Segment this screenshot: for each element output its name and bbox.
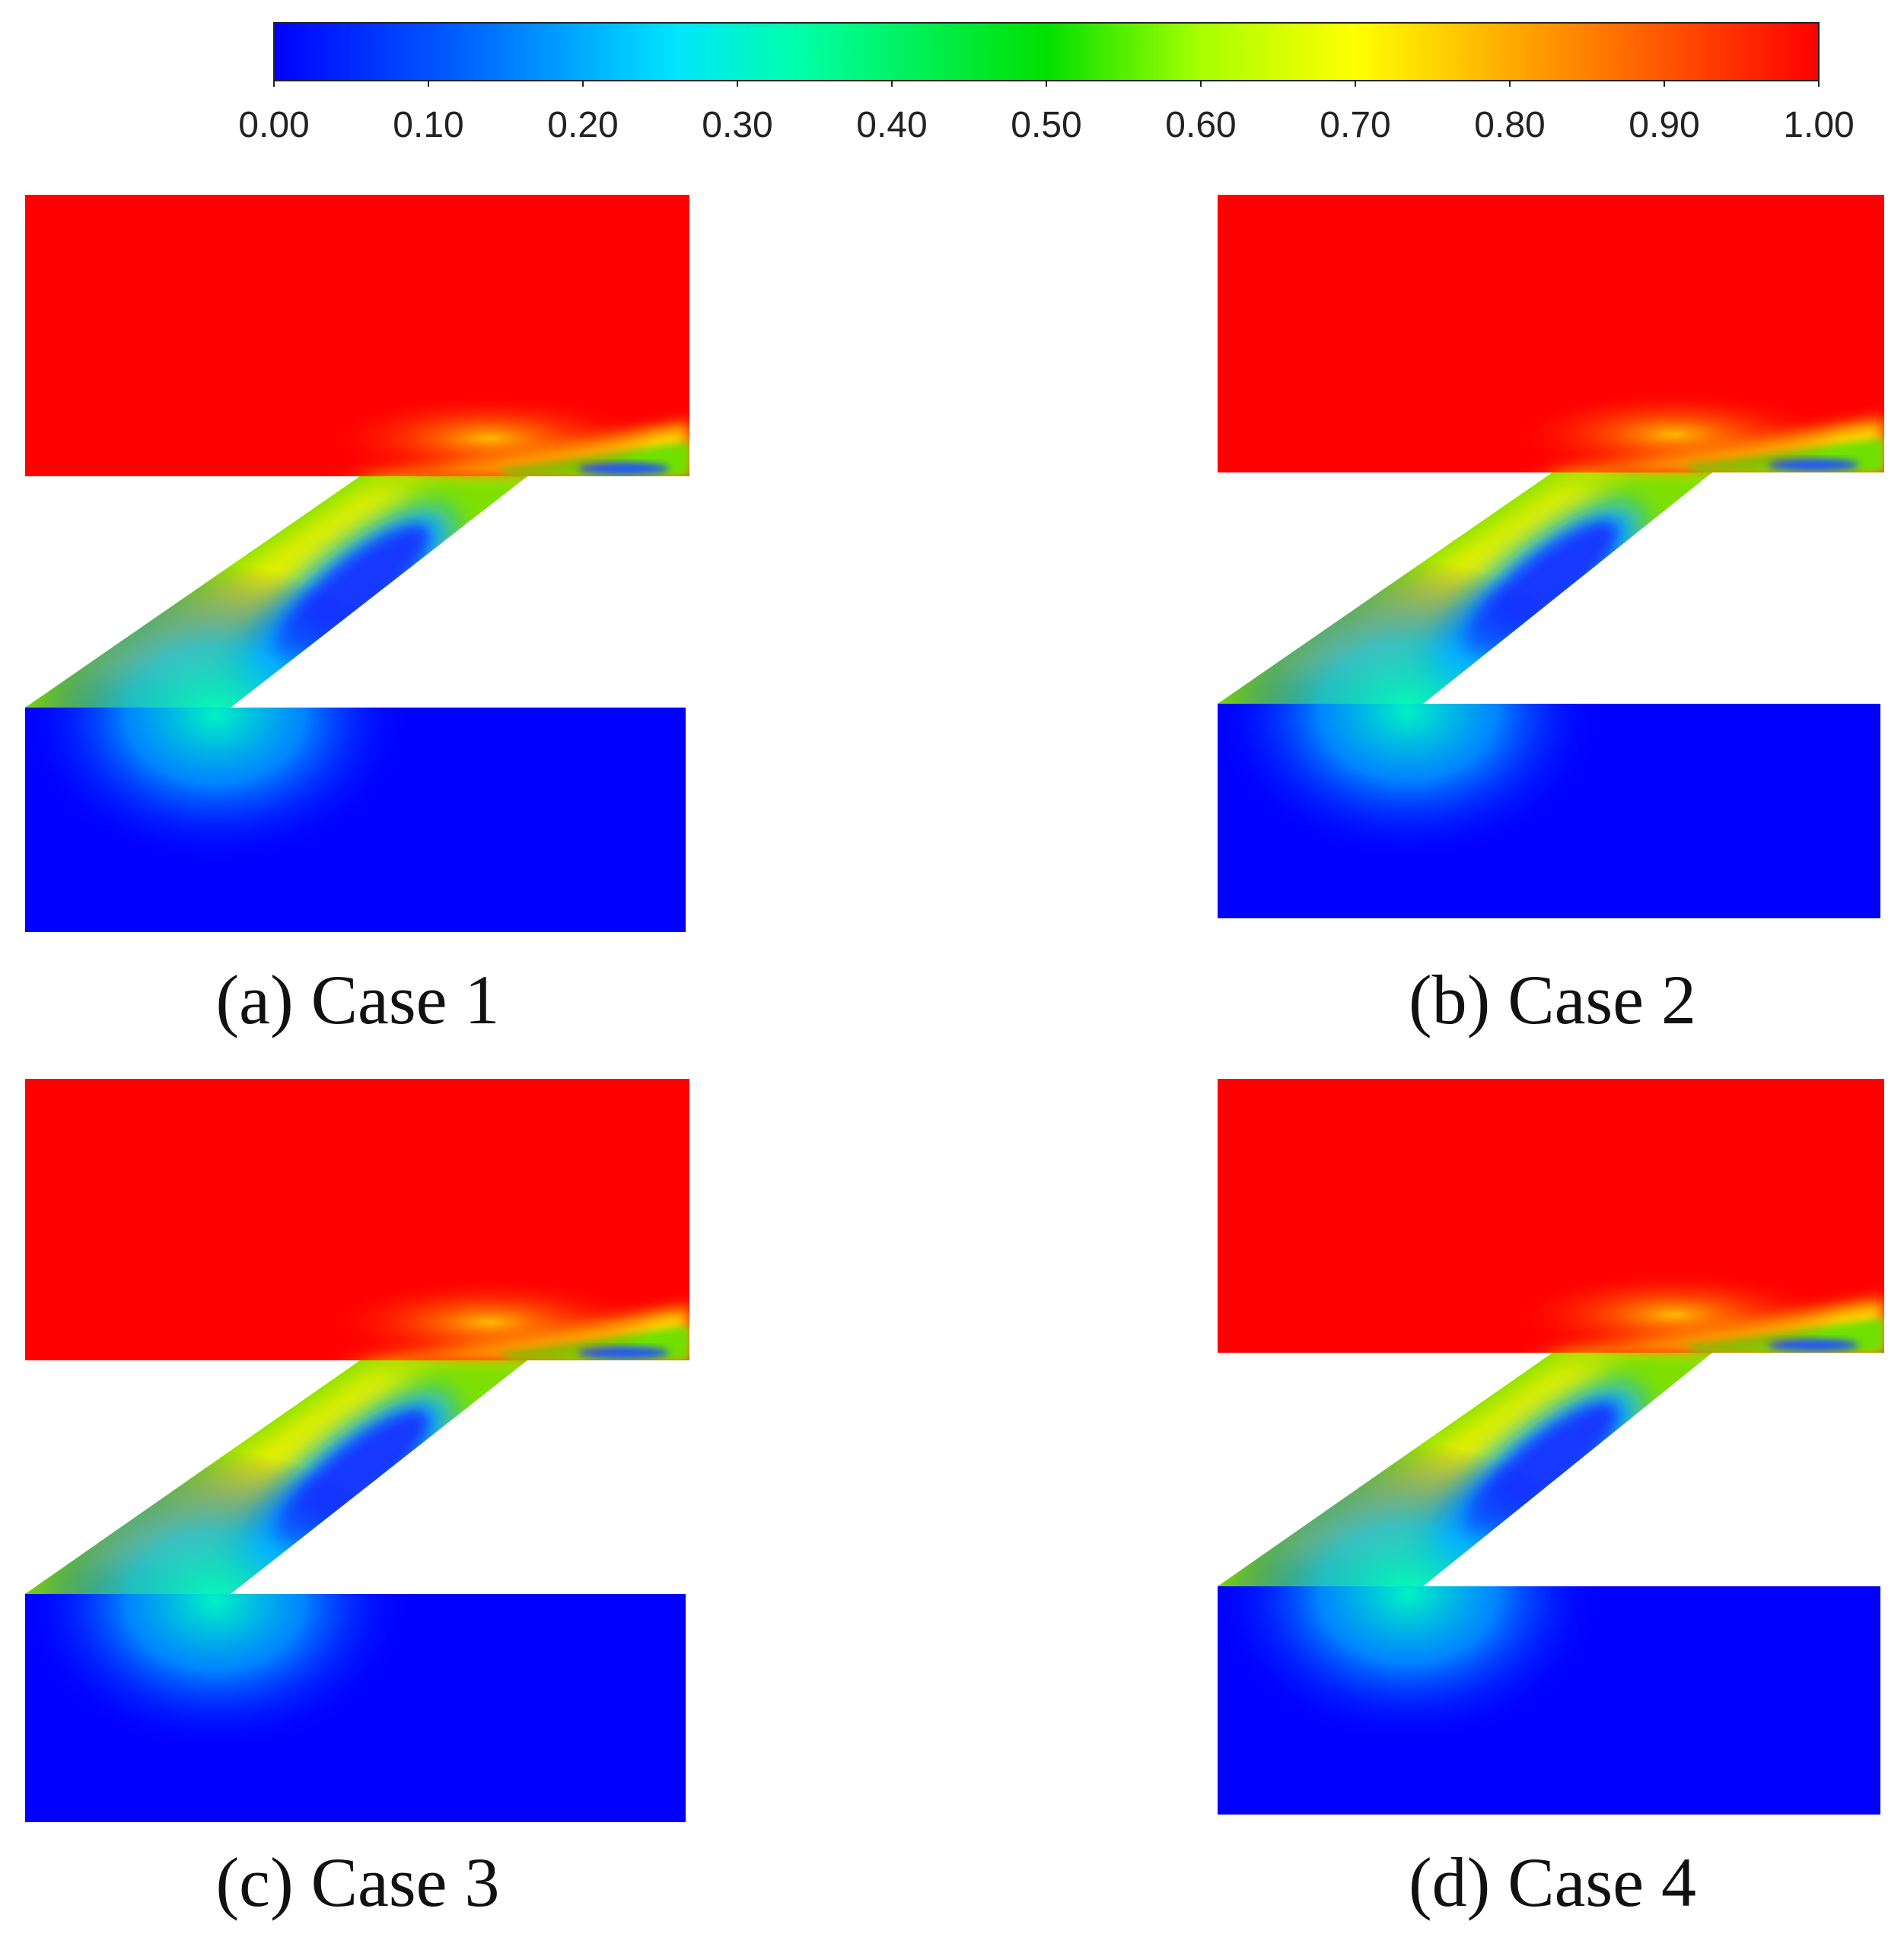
top-channel-fade: [1507, 1269, 1842, 1360]
colorbar-tick-labels: 0.00 0.10 0.20 0.30 0.40 0.50 0.60 0.70 0.80 0.90…: [238, 81, 1855, 145]
top-channel-fade: [322, 393, 657, 484]
top-channel-fade: [322, 1277, 657, 1368]
colorbar: 0.00 0.10 0.20 0.30 0.40 0.50 0.60 0.70 0.80 0.90…: [238, 22, 1855, 145]
panel-caption-c: (c) Case 3: [216, 1843, 500, 1921]
colorbar-tick-label: 0.50: [1011, 105, 1081, 145]
colorbar-tick-label: 0.70: [1320, 105, 1390, 145]
panel-caption-b: (b) Case 2: [1409, 961, 1696, 1039]
inlet-gradient: [25, 1449, 413, 1754]
panel-caption-a: (a) Case 1: [216, 961, 500, 1039]
top-channel-fade: [1507, 389, 1842, 480]
contour-panel-b: (b) Case 2: [1218, 195, 1884, 1039]
colorbar-tick-label: 0.10: [393, 105, 463, 145]
inlet-gradient: [1218, 1442, 1606, 1746]
colorbar-tick-label: 0.60: [1165, 105, 1236, 145]
colorbar-gradient: [273, 22, 1820, 81]
colorbar-tick-label: 0.80: [1474, 105, 1545, 145]
panel-caption-d: (d) Case 4: [1409, 1843, 1696, 1921]
inlet-gradient: [25, 563, 413, 867]
inlet-gradient: [1218, 559, 1606, 864]
contour-panel-c: (c) Case 3: [25, 1079, 689, 1921]
colorbar-tick-label: 0.30: [702, 105, 772, 145]
colorbar-tick-label: 0.20: [547, 105, 618, 145]
colorbar-tick-label: 0.40: [856, 105, 927, 145]
colorbar-tick-label: 1.00: [1783, 105, 1854, 145]
panels: (a) Case 1 (b) Case 2 (c) Case 3 (d) Case 4: [25, 195, 1884, 1921]
colorbar-tick-label: 0.90: [1629, 105, 1699, 145]
colorbar-tick-label: 0.00: [238, 105, 309, 145]
contour-panel-d: (d) Case 4: [1218, 1079, 1884, 1921]
contour-panel-a: (a) Case 1: [25, 195, 689, 1039]
